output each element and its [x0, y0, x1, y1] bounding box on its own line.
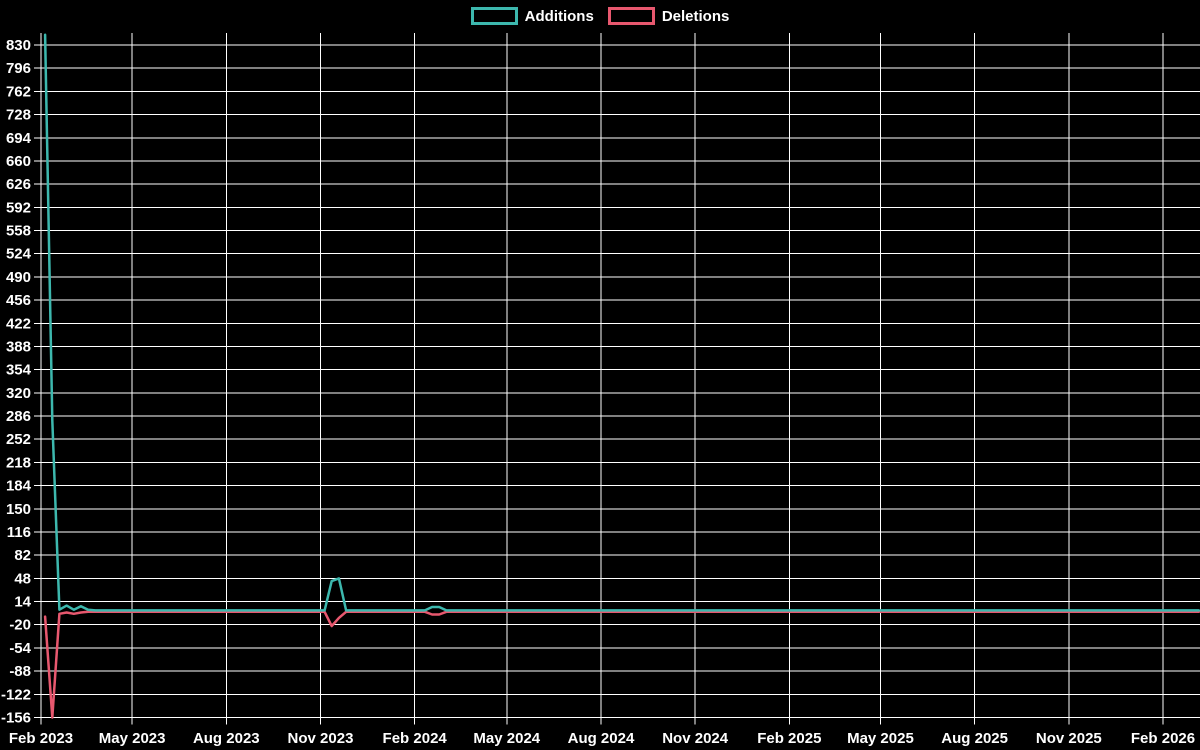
legend-item-deletions[interactable]: Deletions — [607, 7, 730, 25]
x-tick-label: Aug 2023 — [193, 730, 260, 747]
x-tick-label: Feb 2024 — [383, 730, 448, 747]
x-tick-label: Aug 2025 — [941, 730, 1008, 747]
deletions-line — [43, 610, 1200, 719]
x-tick-label: Nov 2024 — [662, 730, 729, 747]
y-tick-label: -54 — [9, 640, 31, 657]
legend-label-deletions: Deletions — [661, 7, 730, 25]
y-tick-label: 422 — [6, 315, 31, 332]
y-tick-label: 48 — [14, 570, 31, 587]
y-tick-label: 286 — [6, 408, 31, 425]
y-tick-label: 660 — [6, 153, 31, 170]
y-tick-label: 354 — [6, 362, 32, 379]
legend-label-additions: Additions — [524, 7, 594, 25]
y-tick-label: 694 — [6, 130, 32, 147]
y-tick-label: 184 — [6, 478, 32, 495]
deletions-swatch-icon — [607, 7, 655, 25]
additions-line — [43, 33, 1200, 612]
y-tick-label: 728 — [6, 107, 31, 124]
y-tick-label: 320 — [6, 385, 31, 402]
y-tick-label: 150 — [6, 501, 31, 518]
additions-swatch-icon — [470, 7, 518, 25]
x-tick-label: Feb 2025 — [757, 730, 821, 747]
x-tick-label: Feb 2023 — [9, 730, 73, 747]
y-tick-label: -88 — [9, 663, 31, 680]
y-tick-label: 116 — [7, 524, 31, 541]
y-tick-label: 388 — [6, 338, 31, 355]
y-tick-label: 14 — [14, 594, 31, 611]
y-tick-label: 796 — [6, 60, 31, 77]
y-tick-label: -20 — [9, 617, 31, 634]
x-tick-label: Nov 2025 — [1036, 730, 1102, 747]
legend-item-additions[interactable]: Additions — [470, 7, 594, 25]
x-tick-label: Nov 2023 — [288, 730, 354, 747]
y-tick-label: 830 — [6, 37, 31, 54]
y-tick-label: -156 — [1, 710, 31, 727]
y-tick-label: 558 — [6, 223, 31, 240]
y-tick-label: 524 — [6, 246, 32, 263]
y-tick-label: 218 — [6, 454, 31, 471]
chart-legend: Additions Deletions — [0, 7, 1200, 25]
x-tick-label: May 2023 — [99, 730, 166, 747]
y-tick-label: 456 — [6, 292, 31, 309]
y-tick-label: 252 — [6, 431, 31, 448]
y-tick-label: -122 — [1, 686, 31, 703]
x-tick-label: Feb 2026 — [1131, 730, 1195, 747]
x-tick-label: May 2025 — [847, 730, 914, 747]
y-tick-label: 592 — [6, 199, 31, 216]
y-tick-label: 762 — [6, 83, 31, 100]
y-tick-label: 490 — [6, 269, 31, 286]
x-tick-label: Aug 2024 — [568, 730, 635, 747]
y-tick-label: 626 — [6, 176, 31, 193]
x-tick-label: May 2024 — [473, 730, 540, 747]
y-tick-label: 82 — [14, 547, 31, 564]
